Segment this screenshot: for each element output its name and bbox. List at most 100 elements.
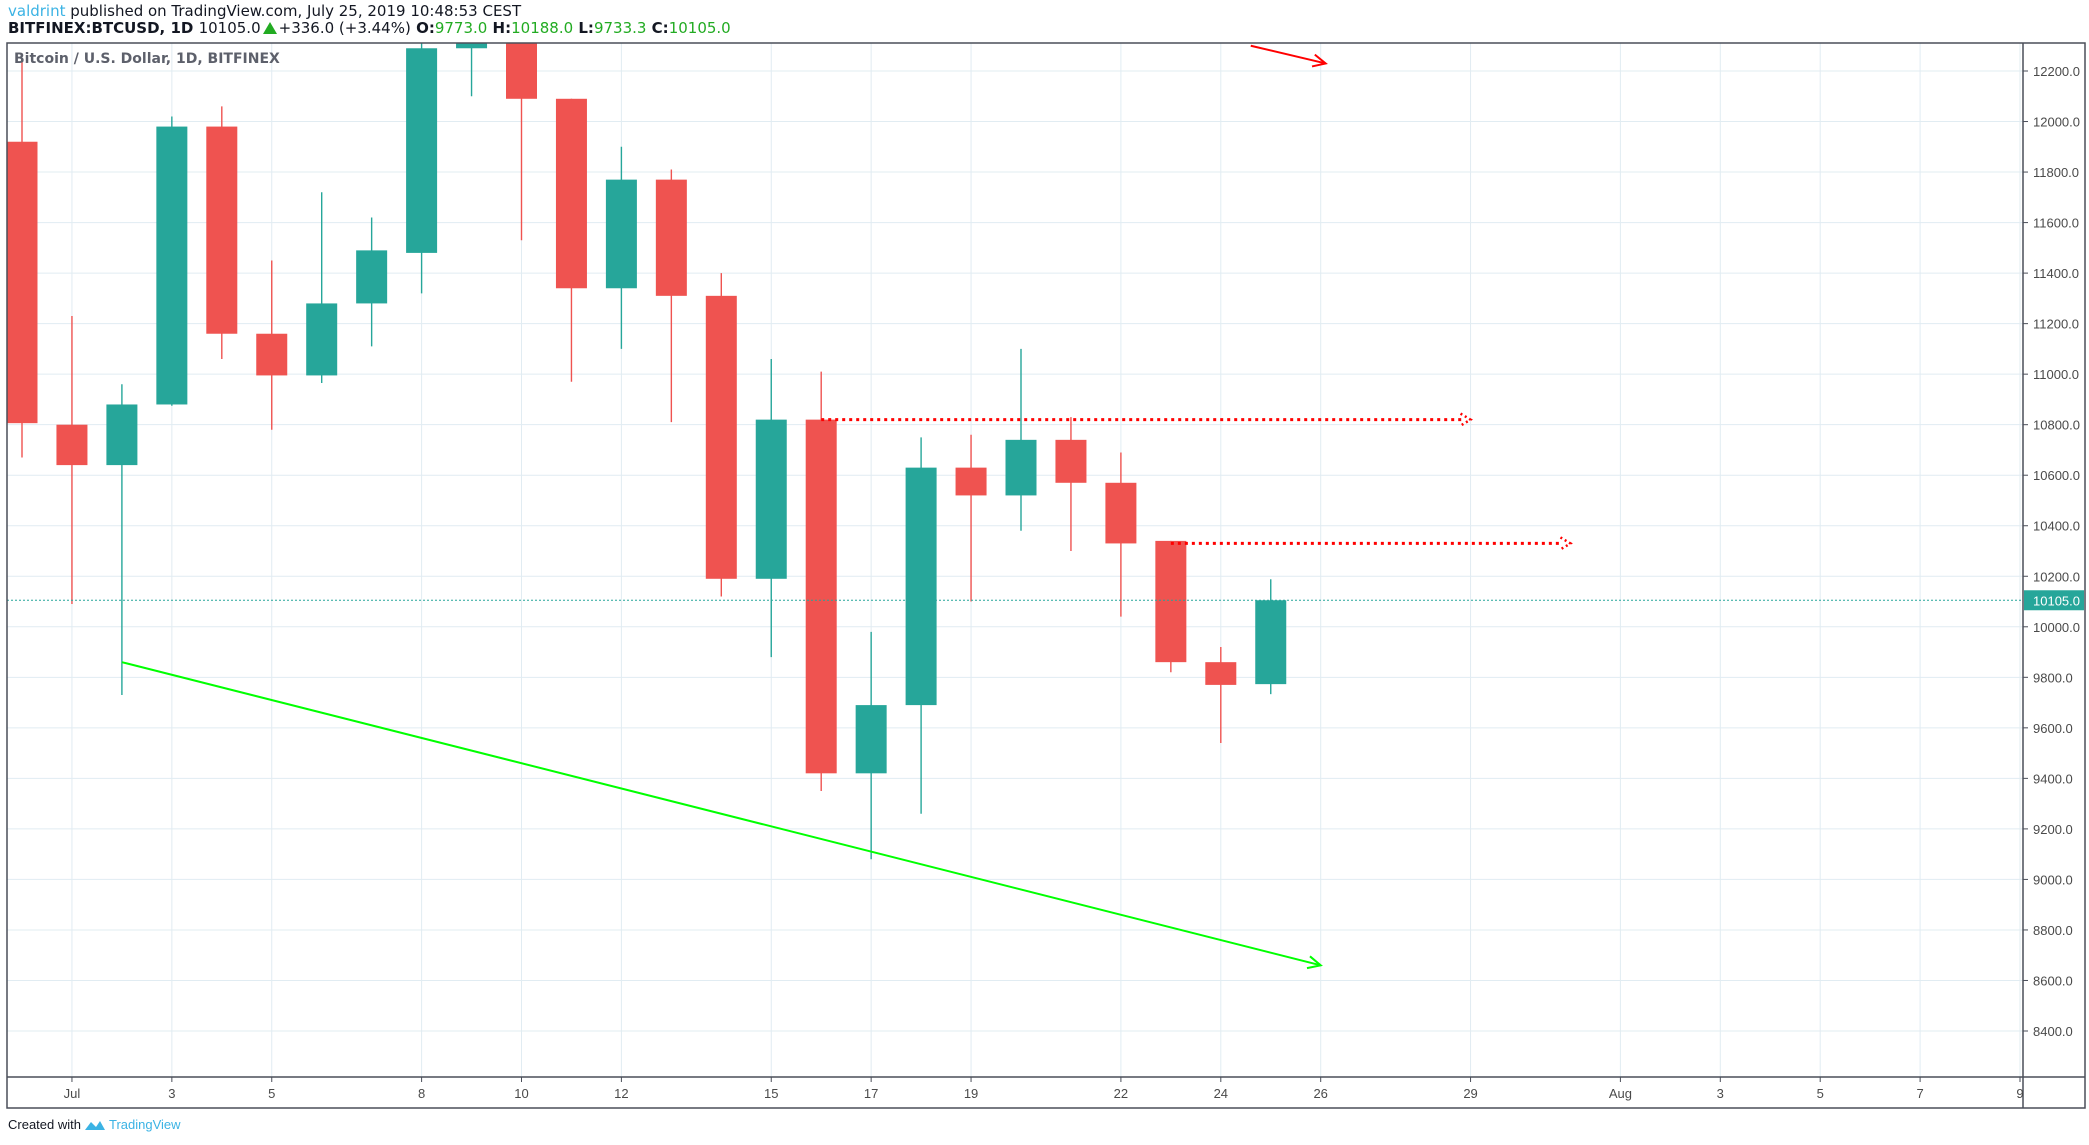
time-tick-label: 5: [1817, 1086, 1824, 1101]
candle: [406, 43, 438, 294]
trend-line-arrow: [1250, 44, 1326, 65]
dotted-arrow-head-icon: [1459, 412, 1473, 427]
open-label: O:: [416, 19, 435, 37]
price-tick-label: 11800.0: [2033, 165, 2079, 180]
candle-body: [156, 126, 188, 405]
candle: [1255, 579, 1287, 695]
time-tick-label: 19: [964, 1086, 978, 1101]
candle-body: [1205, 662, 1237, 685]
time-tick-label: 7: [1916, 1086, 1923, 1101]
price-tick-label: 8400.0: [2033, 1024, 2073, 1039]
outer-border: [6, 42, 2086, 1109]
candle: [1155, 540, 1187, 673]
candle: [7, 60, 38, 458]
low-value: 9733.3: [593, 19, 647, 37]
price-tick-label: 12200.0: [2033, 64, 2080, 79]
candle: [655, 169, 687, 423]
price-tick-label: 8600.0: [2033, 973, 2073, 988]
high-label: H:: [492, 19, 512, 37]
time-tick-label: 12: [614, 1086, 628, 1101]
candle: [805, 371, 837, 791]
time-tick-label: 5: [268, 1086, 275, 1101]
candle-body: [605, 179, 637, 289]
candle-body: [56, 424, 88, 466]
candle-body: [955, 467, 987, 496]
close-label: C:: [651, 19, 669, 37]
chart-title: Bitcoin / U.S. Dollar, 1D, BITFINEX: [14, 51, 280, 67]
time-tick-label: 29: [1463, 1086, 1477, 1101]
high-value: 10188.0: [511, 19, 574, 37]
candle-body: [705, 295, 737, 579]
close-value: 10105.0: [668, 19, 731, 37]
candle: [156, 116, 188, 406]
candle: [605, 146, 637, 349]
price-tick-label: 10400.0: [2033, 519, 2080, 534]
price-axis[interactable]: 8400.0 8600.0 8800.0 9000.0 9200.0 9400.0 9600…: [2023, 64, 2084, 1039]
candle-body: [905, 467, 937, 706]
price-tick-label: 10800.0: [2033, 418, 2080, 433]
candle: [555, 98, 587, 382]
candle-body: [106, 404, 138, 466]
price-tick-label: 10200.0: [2033, 569, 2080, 584]
price-tick-label: 11000.0: [2033, 367, 2079, 382]
time-tick-label: Aug: [1609, 1086, 1632, 1101]
candle-body: [755, 419, 787, 579]
price-change: +336.0 (+3.44%): [278, 19, 411, 37]
last-price-badge-label: 10105.0: [2033, 593, 2080, 608]
candle-body: [256, 333, 288, 376]
price-tick-label: 11600.0: [2033, 216, 2079, 231]
drawing-annotations: [7, 44, 2023, 970]
tradingview-brand-link[interactable]: TradingView: [108, 1117, 181, 1132]
price-tick-label: 9400.0: [2033, 771, 2073, 786]
time-tick-label: 3: [168, 1086, 175, 1101]
author-link[interactable]: valdrint: [8, 2, 66, 20]
time-tick-label: 15: [764, 1086, 778, 1101]
candle: [306, 192, 338, 383]
candle: [1205, 647, 1237, 743]
publish-text: published on TradingView.com, July 25, 2…: [65, 2, 522, 20]
candle-body: [805, 419, 837, 774]
grid-lines: [7, 43, 2023, 1077]
candle-body: [855, 705, 887, 774]
price-tick-label: 9600.0: [2033, 721, 2073, 736]
candle: [206, 106, 238, 359]
time-tick-label: 26: [1313, 1086, 1327, 1101]
candle-body: [1055, 439, 1087, 483]
arrow-head-icon: [1311, 53, 1328, 68]
candle-body: [456, 43, 488, 49]
time-axis[interactable]: Jul 3 5 8 10 12 15 17 19 22 24 26 29 Aug 3 5 7 9: [64, 1077, 2024, 1101]
candle: [256, 260, 288, 430]
chart-frame: [6, 42, 2086, 1109]
tradingview-logo-icon: [84, 1120, 105, 1130]
open-value: 9773.0: [434, 19, 488, 37]
candle-body: [206, 126, 238, 334]
candle-body: [1155, 540, 1187, 663]
time-tick-label: 10: [514, 1086, 528, 1101]
candle-body: [555, 98, 587, 289]
candle: [905, 437, 937, 814]
time-tick-label: 8: [418, 1086, 425, 1101]
candle: [755, 359, 787, 658]
candle: [106, 384, 138, 695]
price-tick-label: 10600.0: [2033, 468, 2080, 483]
created-with-label: Created with: [8, 1117, 81, 1132]
candles: [7, 43, 1287, 860]
candle-body: [7, 141, 38, 424]
price-tick-label: 10000.0: [2033, 620, 2080, 635]
time-tick-label: 24: [1214, 1086, 1228, 1101]
candle-body: [1255, 600, 1287, 685]
time-tick-label: 3: [1717, 1086, 1724, 1101]
dotted-arrow-head-icon: [1559, 536, 1573, 551]
arrow-head-icon: [1306, 955, 1323, 970]
candle: [1105, 452, 1137, 617]
up-triangle-icon: [262, 22, 277, 34]
last-price-badge: [2024, 590, 2084, 611]
price-tick-label: 8800.0: [2033, 923, 2073, 938]
time-tick-label: 22: [1114, 1086, 1128, 1101]
candle-body: [1005, 439, 1037, 496]
price-tick-label: 9000.0: [2033, 872, 2073, 887]
low-label: L:: [578, 19, 594, 37]
price-tick-label: 9200.0: [2033, 822, 2073, 837]
candle-body: [1105, 482, 1137, 544]
